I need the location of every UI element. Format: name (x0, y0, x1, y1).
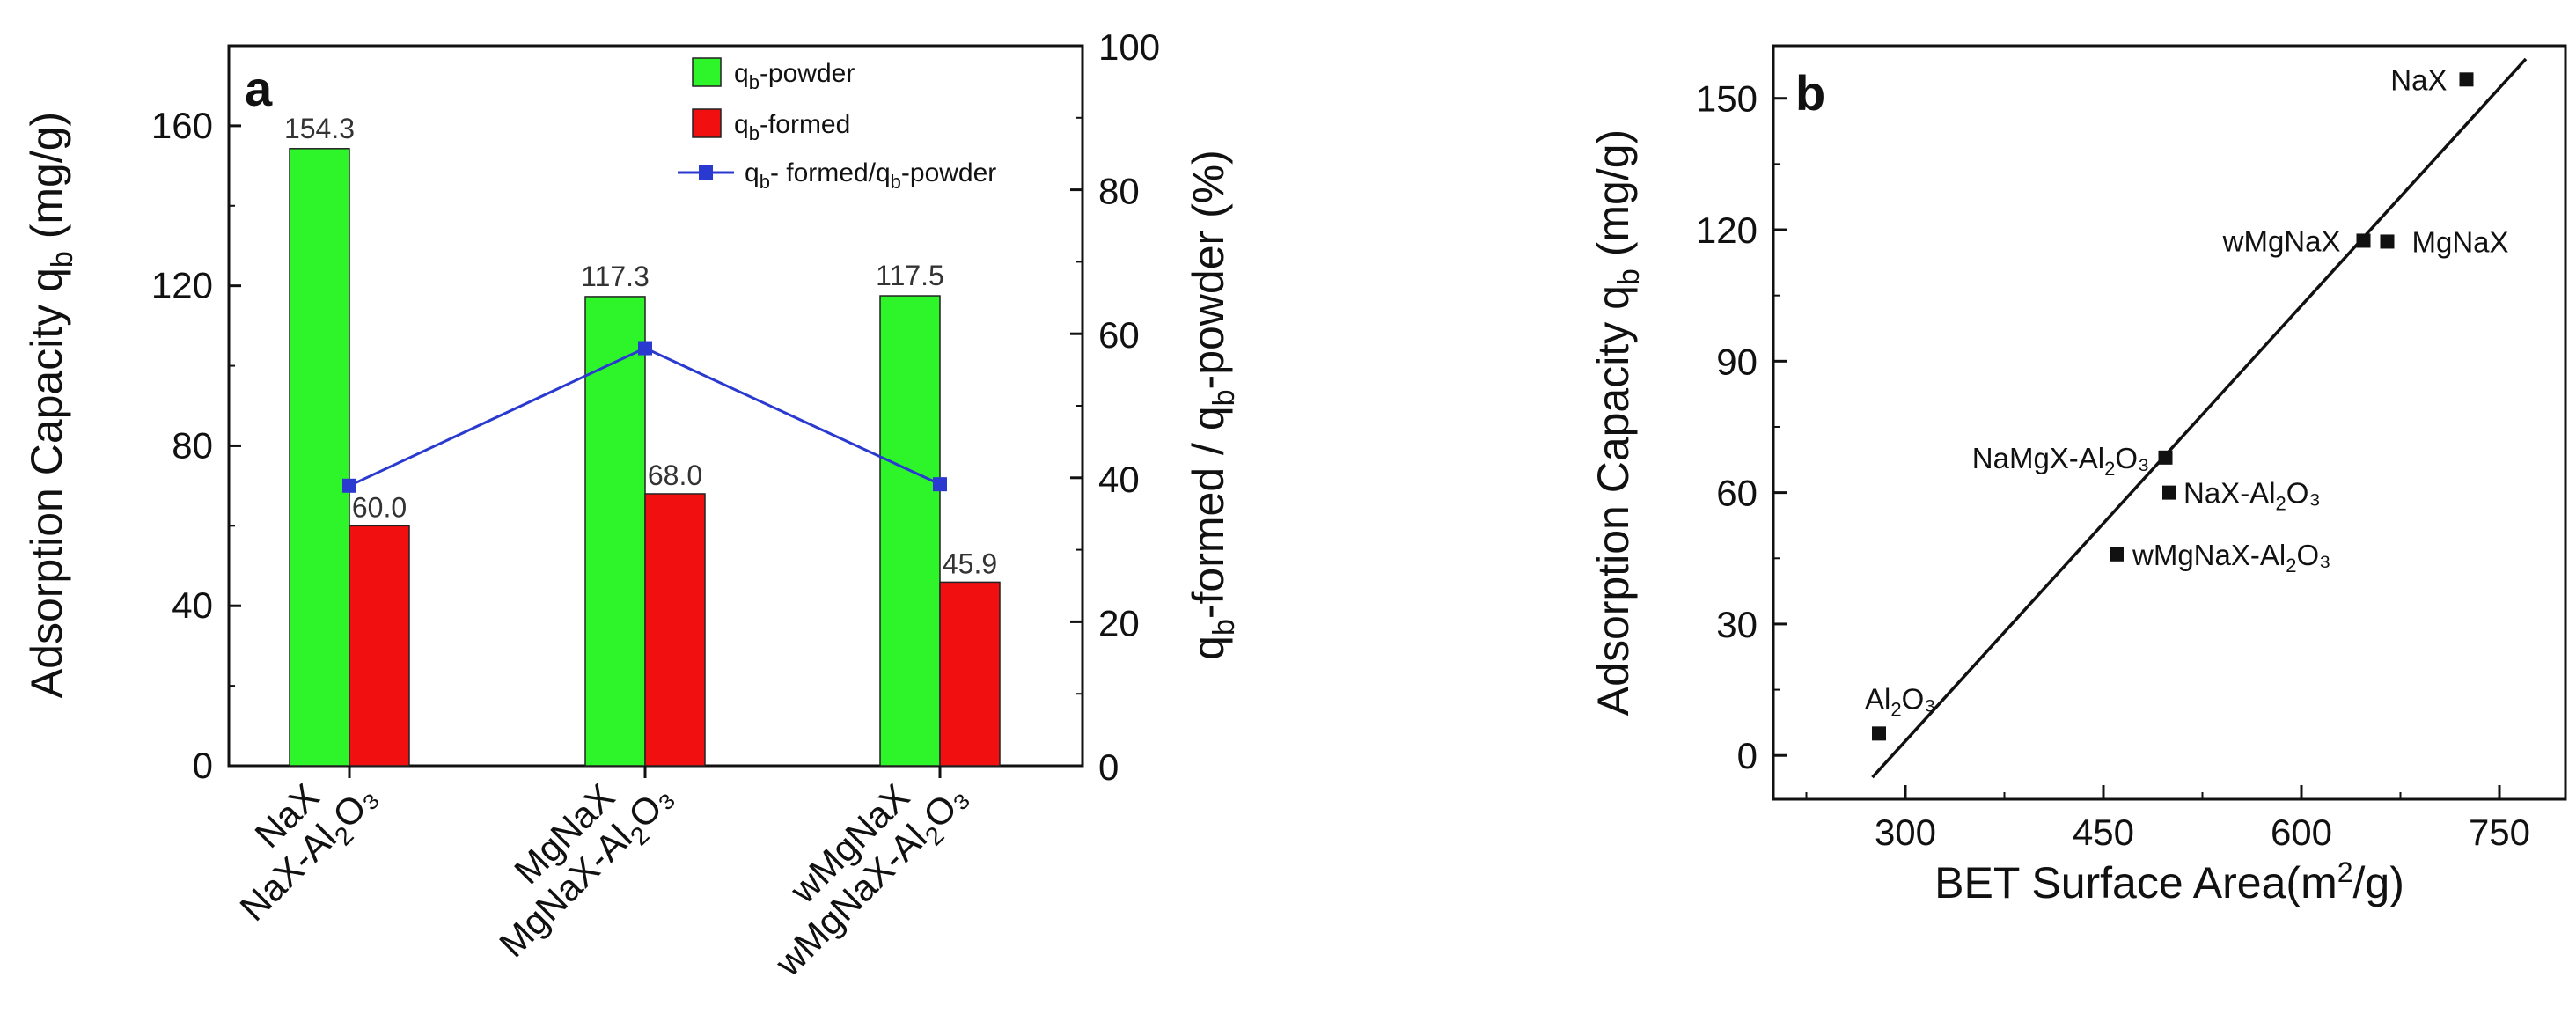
data-label-formed: 68.0 (648, 459, 702, 491)
ratio-marker (342, 478, 356, 493)
left-tick-label: 160 (151, 105, 213, 146)
scatter-point (1872, 726, 1886, 741)
right-tick-label: 100 (1098, 26, 1160, 68)
left-tick-label: 40 (172, 584, 213, 626)
legend-swatch-powder (692, 57, 722, 87)
y-tick-label: 60 (1716, 473, 1758, 514)
data-label-formed: 60.0 (352, 491, 407, 523)
right-tick-label: 60 (1098, 314, 1140, 356)
data-label-powder: 117.3 (581, 261, 650, 292)
y-tick-label: 90 (1716, 341, 1758, 382)
legend-label-ratio: qb- formed/qb-powder (745, 158, 996, 193)
legend-label-powder: qb-powder (734, 59, 855, 93)
panel-a-letter: a (245, 61, 273, 116)
point-label: wMgNaX (2222, 224, 2341, 257)
y-tick-label: 150 (1696, 78, 1758, 120)
right-tick-label: 80 (1098, 171, 1140, 212)
panel-a-right-axis-label: qb-formed / qb-powder (%) (1184, 150, 1241, 660)
scatter-point (2356, 233, 2371, 248)
panel-a-chart: a 154.3 60.0 117.3 68.0 117.5 45.9 0 40 80 120 16… (22, 26, 1241, 984)
point-label: NaMgX-Al2​O₃ (1972, 442, 2150, 480)
right-tick-label: 0 (1098, 746, 1119, 788)
point-label: NaX-Al2​O₃ (2183, 477, 2321, 515)
legend-swatch-formed (692, 108, 722, 138)
x-tick-label: 450 (2073, 812, 2134, 853)
scatter-point (2459, 72, 2474, 87)
y-tick-label: 120 (1696, 209, 1758, 251)
panel-b-x-axis-label: BET Surface Area(m2/g) (1934, 856, 2404, 907)
right-tick-label: 40 (1098, 459, 1140, 500)
x-tick-label: 300 (1875, 812, 1936, 853)
bar-powder-NaX (289, 148, 350, 767)
ratio-marker (638, 341, 652, 356)
point-label: NaX (2390, 63, 2447, 96)
scatter-point (2380, 234, 2395, 249)
x-tick-label: 750 (2469, 812, 2530, 853)
point-label: Al2​O₃ (1865, 682, 1936, 720)
bar-formed-MgNaX (644, 493, 706, 767)
panel-a-left-axis-label: Adsorption Capacity qb (mg/g) (22, 112, 79, 698)
panel-b-letter: b (1795, 65, 1825, 121)
scatter-point (2110, 547, 2124, 562)
scatter-point (2158, 450, 2173, 465)
ratio-marker (933, 477, 947, 492)
x-tick-label: 600 (2271, 812, 2332, 853)
data-label-powder: 154.3 (284, 113, 355, 144)
panel-b-y-axis-label: Adsorption Capacity qb (mg/g) (1589, 129, 1646, 716)
point-label: MgNaX (2412, 225, 2509, 258)
data-label-formed: 45.9 (943, 547, 997, 579)
left-tick-label: 120 (151, 265, 213, 306)
linear-fit-line (1871, 57, 2528, 779)
left-tick-label: 0 (193, 745, 213, 786)
y-tick-label: 30 (1716, 604, 1758, 645)
bar-powder-MgNaX (584, 296, 646, 767)
data-label-powder: 117.5 (876, 260, 944, 291)
panel-b-plot-frame (1772, 44, 2567, 801)
y-tick-label: 0 (1737, 735, 1758, 776)
right-tick-label: 20 (1098, 602, 1140, 643)
panel-a-legend: qb-powder qb-formed qb- formed/qb-powder (678, 57, 996, 193)
bar-powder-wMgNaX (879, 295, 941, 767)
legend-marker-ratio (699, 165, 713, 180)
left-tick-label: 80 (172, 424, 213, 466)
panel-b-chart: b 300 450 600 750 0 30 60 90 120 150 NaX MgNaX wMgN… (1589, 44, 2567, 907)
bar-formed-wMgNaX (939, 581, 1001, 767)
legend-label-formed: qb-formed (734, 110, 850, 144)
bar-formed-NaX (349, 525, 410, 767)
scatter-point (2162, 485, 2176, 500)
point-label: wMgNaX-Al2​O₃ (2132, 539, 2331, 577)
